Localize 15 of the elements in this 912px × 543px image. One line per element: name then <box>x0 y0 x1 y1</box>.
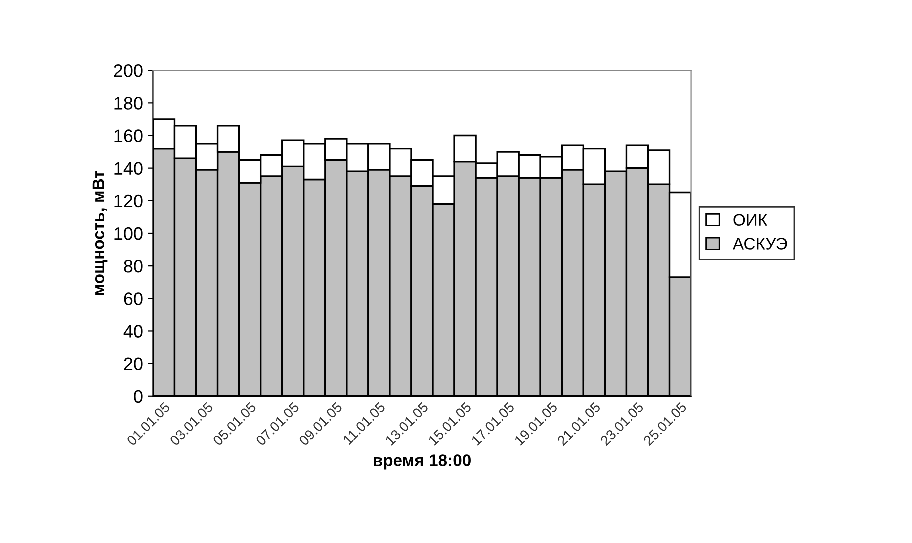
x-axis-title: время 18:00 <box>374 454 471 470</box>
y-tick-label: 60 <box>124 292 143 306</box>
y-tick-label: 180 <box>114 97 143 110</box>
y-tick-label: 160 <box>114 130 143 142</box>
legend-label: АСКУЭ <box>732 238 788 250</box>
y-tick-label: 80 <box>124 260 143 273</box>
y-tick-label: 140 <box>114 162 143 176</box>
y-tick-label: 20 <box>124 358 143 371</box>
y-tick-label: 100 <box>114 227 143 240</box>
y-tick-label: 120 <box>114 194 143 208</box>
legend-label: ОИК <box>734 214 768 226</box>
y-tick-label: 200 <box>114 64 143 78</box>
y-tick-label: 40 <box>124 325 143 338</box>
y-tick-label: 0 <box>134 390 143 404</box>
y-axis-title: мощность, мВт <box>92 171 108 296</box>
